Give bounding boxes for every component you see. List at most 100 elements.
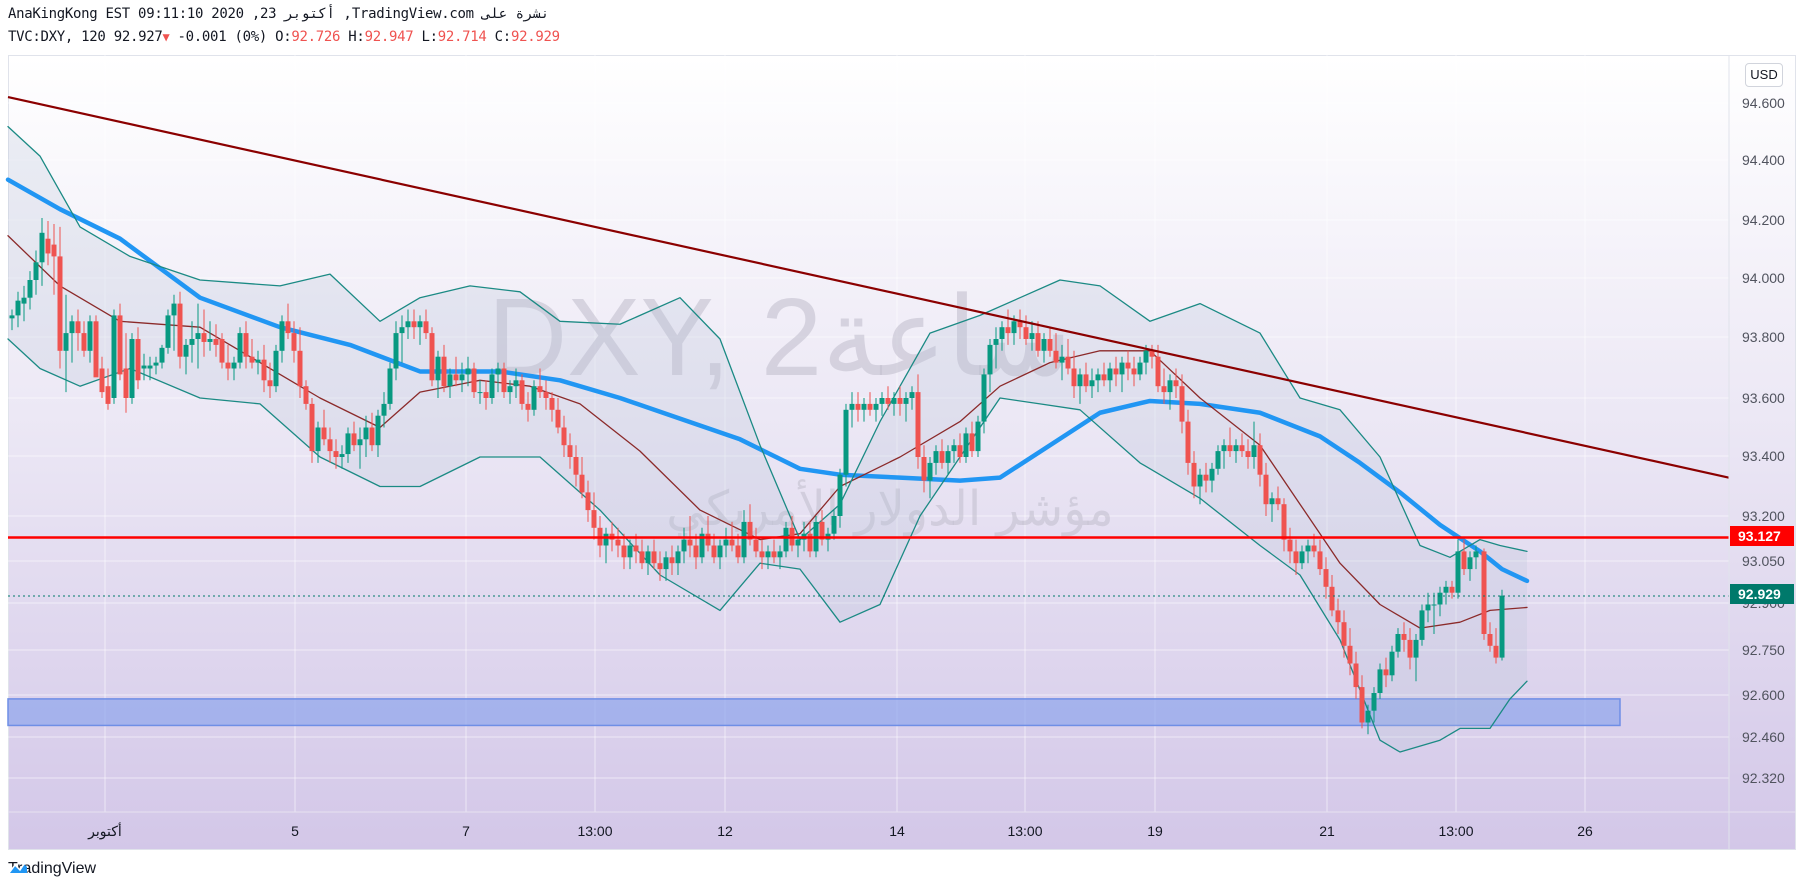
candle-body <box>1029 333 1035 339</box>
candle-body <box>1185 421 1191 463</box>
candle-body <box>993 339 999 345</box>
candle-body <box>1215 451 1221 469</box>
grid-lines <box>8 55 1729 812</box>
candle-body <box>1263 474 1269 505</box>
candle-body <box>1329 586 1335 611</box>
candle-body <box>1125 362 1131 369</box>
candle-body <box>351 433 357 446</box>
candle-body <box>753 539 759 552</box>
candle-body <box>1119 362 1125 375</box>
candle-body <box>177 303 183 357</box>
candle-body <box>1461 551 1467 570</box>
candle-body <box>525 403 531 410</box>
candle-body <box>225 362 231 369</box>
candle-body <box>531 386 537 410</box>
candle-body <box>207 339 213 342</box>
candle-body <box>1437 592 1443 605</box>
candle-body <box>1179 386 1185 422</box>
candle-body <box>1083 374 1089 387</box>
price-change: -0.001 (0%) <box>177 29 268 45</box>
candle-body <box>1443 586 1449 593</box>
candle-body <box>1023 327 1029 339</box>
candle-body <box>159 347 165 363</box>
candle-body <box>603 533 609 546</box>
price-tick-label: 92.320 <box>1742 770 1785 786</box>
candle-body <box>213 339 219 345</box>
candle-body <box>927 462 933 481</box>
candle-body <box>1389 651 1395 676</box>
candle-body <box>1017 321 1023 328</box>
candle-body <box>339 454 345 457</box>
candle-body <box>903 398 909 404</box>
candle-body <box>123 368 129 398</box>
candle-body <box>777 551 783 558</box>
candle-body <box>1089 380 1095 387</box>
down-triangle-icon: ▼ <box>162 30 170 44</box>
demand-zone-rectangle[interactable] <box>7 698 1621 727</box>
candle-body <box>129 339 135 398</box>
time-tick-label: 26 <box>1577 823 1593 839</box>
drawings[interactable] <box>7 96 1730 597</box>
candle-body <box>675 551 681 564</box>
candle-body <box>405 321 411 328</box>
candle-body <box>663 557 669 570</box>
chart-header-publish-info: AnaKingKong EST 09:11:10 2020 ,23 أكتوبر… <box>8 6 550 22</box>
open-value: 92.726 <box>291 29 341 45</box>
time-axis[interactable]: أكتوبر 5 7 13:00 12 14 13:00 19 21 13:00 26 <box>87 821 1593 840</box>
candle-body <box>465 368 471 375</box>
candle-body <box>477 392 483 394</box>
candle-body <box>237 333 243 363</box>
candle-body <box>27 280 33 298</box>
candle-body <box>909 392 915 398</box>
candle-body <box>915 392 921 457</box>
candle-body <box>75 321 81 334</box>
candle-body <box>243 333 249 357</box>
indicator-ma-blue- <box>5 177 1530 584</box>
currency-button[interactable]: USD <box>1745 63 1783 87</box>
watermark-title: DXY, 2ساعة <box>488 276 1073 399</box>
candle-body <box>633 545 639 552</box>
candle-body <box>519 380 525 404</box>
candle-body <box>1323 569 1329 587</box>
candle-body <box>105 386 111 404</box>
candle-body <box>579 474 585 493</box>
candle-body <box>1035 333 1041 351</box>
candle-body <box>1209 468 1215 481</box>
candle-body <box>945 451 951 463</box>
candle-body <box>957 445 963 457</box>
candle-body <box>1053 350 1059 363</box>
price-axis[interactable]: 94.600 94.400 94.200 94.000 93.800 93.600 93.4… <box>1742 95 1785 786</box>
descending-trendline <box>7 96 1730 479</box>
candle-body <box>267 380 273 387</box>
candle-body <box>807 533 813 552</box>
candle-body <box>1251 445 1257 457</box>
time-tick-label: 13:00 <box>1007 823 1042 839</box>
candle-body <box>165 315 171 348</box>
price-tick-label: 93.400 <box>1742 448 1785 464</box>
candle-body <box>1239 445 1245 452</box>
candle-body <box>1365 710 1371 723</box>
candle-body <box>135 339 141 381</box>
candle-body <box>1245 451 1251 457</box>
price-tick-label: 93.600 <box>1742 390 1785 406</box>
candle-body <box>1197 474 1203 487</box>
tradingview-cloud-icon <box>8 863 27 874</box>
candle-body <box>693 545 699 558</box>
candle-body <box>1005 327 1011 334</box>
candle-body <box>429 333 435 381</box>
candle-body <box>969 433 975 452</box>
candle-body <box>849 403 855 410</box>
candle-body <box>417 321 423 328</box>
candle-body <box>1275 498 1281 505</box>
candle-body <box>9 315 15 319</box>
tradingview-logo[interactable]: TradingView <box>8 860 96 878</box>
candle-body <box>1269 498 1275 505</box>
candle-body <box>873 403 879 410</box>
candle-body <box>441 356 447 387</box>
candle-body <box>687 539 693 546</box>
candle-body <box>543 392 549 398</box>
candle-body <box>471 368 477 393</box>
candle-body <box>1221 445 1227 452</box>
indicator-bb-lower <box>7 338 1528 753</box>
